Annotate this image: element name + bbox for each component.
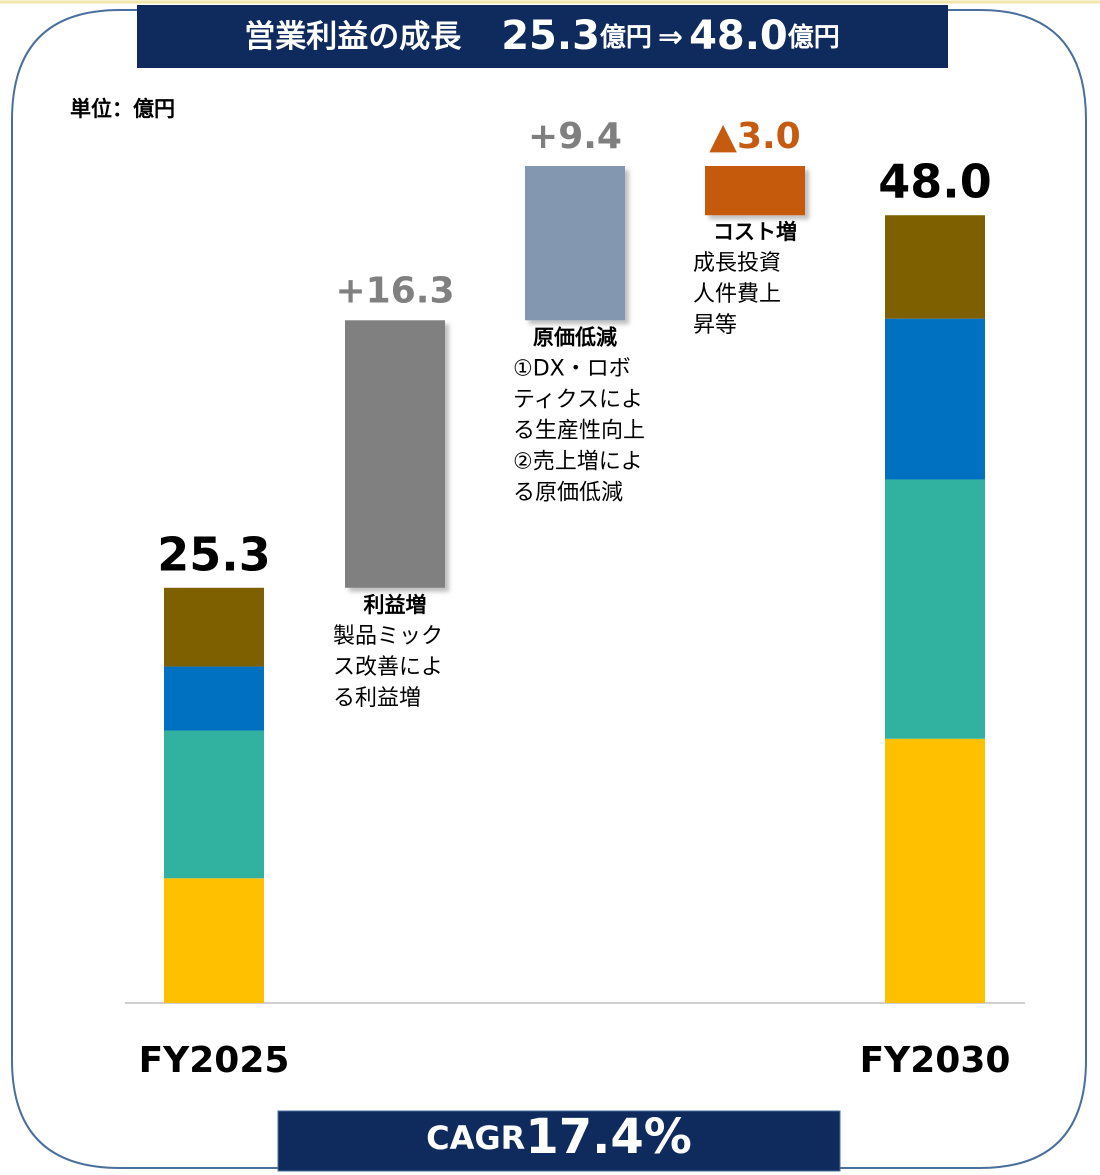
- step-bar: [525, 166, 625, 321]
- step-label: 原価低減: [533, 325, 617, 349]
- step-note: ス改善によ: [333, 655, 443, 680]
- bar-segment: [885, 738, 985, 1003]
- unit-label: 単位：億円: [70, 97, 175, 121]
- title-banner: [137, 5, 948, 68]
- step-note: る生産性向上: [513, 418, 645, 443]
- step-note: る利益増: [333, 686, 421, 711]
- title-from: 25.3: [501, 13, 600, 59]
- step-note: る原価低減: [513, 480, 623, 505]
- bar-segment: [885, 215, 985, 319]
- total-label: 25.3: [157, 527, 271, 581]
- step-note: ティクスによ: [513, 387, 643, 412]
- step-bar: [705, 166, 805, 216]
- bar-segment: [885, 318, 985, 480]
- step-value-label: ▲3.0: [709, 116, 800, 157]
- step-note: ②売上増によ: [513, 449, 643, 474]
- cagr-banner: [277, 1110, 841, 1172]
- x-tick-label: FY2030: [860, 1040, 1011, 1081]
- bar-segment: [885, 479, 985, 739]
- title-unit: 億円: [600, 23, 652, 53]
- cagr-label: CAGR: [426, 1119, 525, 1157]
- step-note: 人件費上: [693, 282, 781, 307]
- total-label: 48.0: [878, 155, 992, 209]
- step-note: 製品ミック: [333, 624, 443, 649]
- title-arrow: ⇒: [658, 20, 683, 55]
- step-label: コスト増: [713, 220, 797, 244]
- x-tick-label: FY2025: [139, 1040, 290, 1081]
- bar-segment: [164, 666, 264, 731]
- step-value-label: +9.4: [528, 116, 622, 157]
- bar-segment: [164, 730, 264, 879]
- step-note: 昇等: [693, 313, 737, 338]
- cagr: CAGR17.4%: [426, 1109, 692, 1165]
- title-text: 営業利益の成長: [244, 19, 462, 55]
- bar-segment: [164, 587, 264, 667]
- title-unit: 億円: [788, 23, 840, 53]
- step-bar: [345, 320, 445, 588]
- step-value-label: +16.3: [336, 270, 455, 311]
- step-label: 利益増: [364, 593, 427, 617]
- chart-title: 営業利益の成長 25.3億円 ⇒ 48.0億円: [244, 13, 840, 59]
- cagr-value: 17.4%: [525, 1109, 692, 1165]
- step-note: ①DX・ロボ: [513, 356, 631, 381]
- title-to: 48.0: [689, 13, 788, 59]
- bar-segment: [164, 878, 264, 1003]
- step-note: 成長投資: [693, 251, 781, 276]
